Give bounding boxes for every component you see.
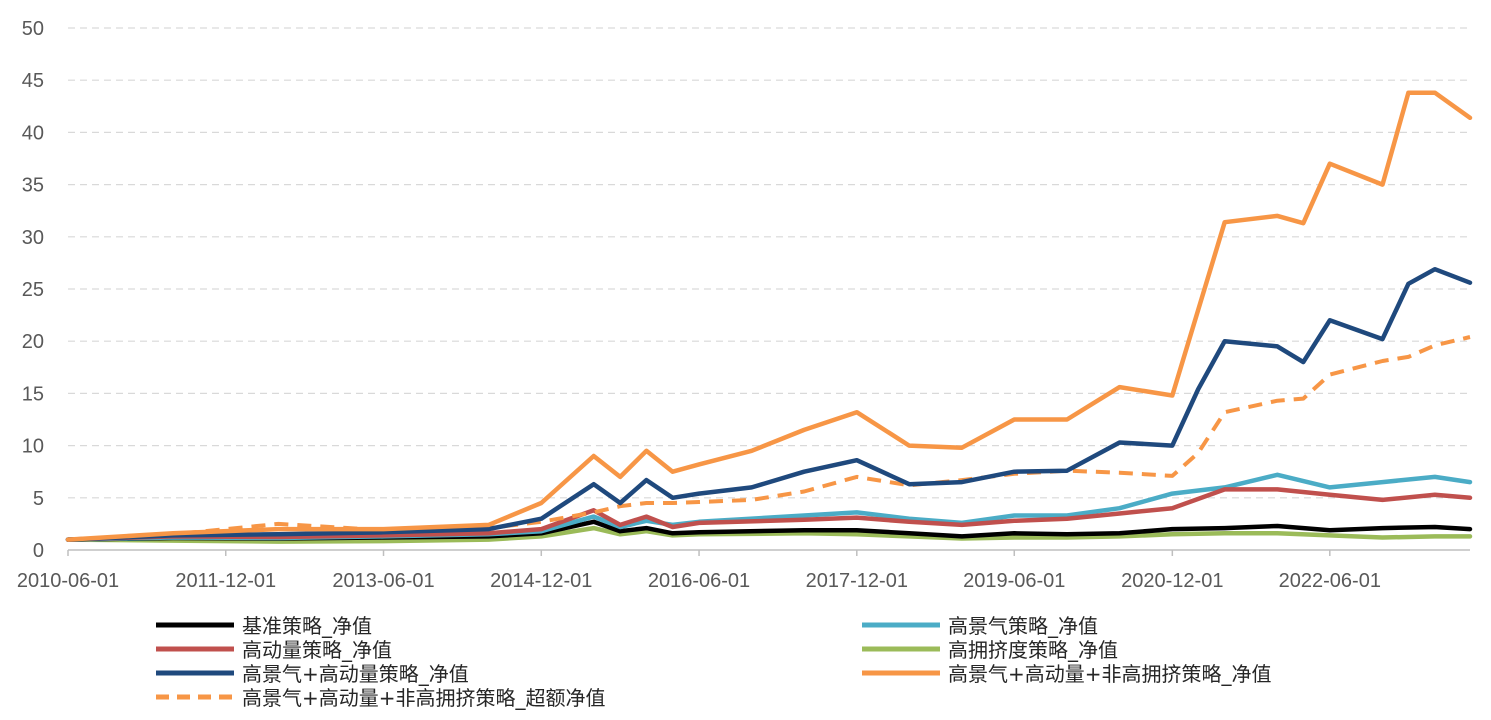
legend-label-2: 高动量策略_净值 (242, 638, 392, 662)
y-tick-label: 10 (22, 436, 44, 458)
y-tick-label: 15 (22, 383, 44, 405)
y-tick-label: 5 (33, 488, 44, 510)
y-tick-label: 20 (22, 331, 44, 353)
y-tick-label: 25 (22, 279, 44, 301)
y-axis-ticks: 0 5 10 15 20 25 30 35 40 45 50 (22, 18, 44, 562)
y-tick-label: 30 (22, 227, 44, 249)
x-tick-label: 2022-06-01 (1279, 570, 1381, 592)
y-tick-label: 35 (22, 175, 44, 197)
legend-label-0: 基准策略_净值 (242, 614, 372, 638)
x-tick-label: 2010-06-01 (17, 570, 119, 592)
x-tick-label: 2020-12-01 (1121, 570, 1223, 592)
y-tick-label: 0 (33, 540, 44, 562)
x-tick-label: 2014-12-01 (490, 570, 592, 592)
x-axis-ticks: 2010-06-01 2011-12-01 2013-06-01 2014-12-01… (17, 550, 1381, 592)
x-tick-label: 2016-06-01 (648, 570, 750, 592)
legend-label-5: 高景气+高动量+非高拥挤策略_净值 (948, 662, 1272, 686)
x-tick-label: 2011-12-01 (175, 570, 276, 592)
legend-label-1: 高景气策略_净值 (948, 614, 1098, 638)
x-tick-label: 2019-06-01 (963, 570, 1065, 592)
y-tick-label: 50 (22, 18, 44, 40)
x-tick-label: 2017-12-01 (806, 570, 908, 592)
series-line-6 (67, 335, 1471, 542)
series-line-3 (65, 525, 1473, 544)
legend-label-4: 高景气+高动量策略_净值 (242, 662, 469, 686)
grid-lines (68, 27, 1470, 551)
series-lines (65, 90, 1473, 544)
series-line-5 (65, 90, 1473, 542)
x-tick-label: 2013-06-01 (332, 570, 434, 592)
legend-label-6: 高景气+高动量+非高拥挤策略_超额净值 (242, 686, 606, 710)
series-line-2 (65, 487, 1473, 542)
y-tick-label: 40 (22, 122, 44, 144)
y-tick-label: 45 (22, 70, 44, 92)
series-line-4 (65, 266, 1473, 542)
legend-label-3: 高拥挤度策略_净值 (948, 638, 1118, 662)
